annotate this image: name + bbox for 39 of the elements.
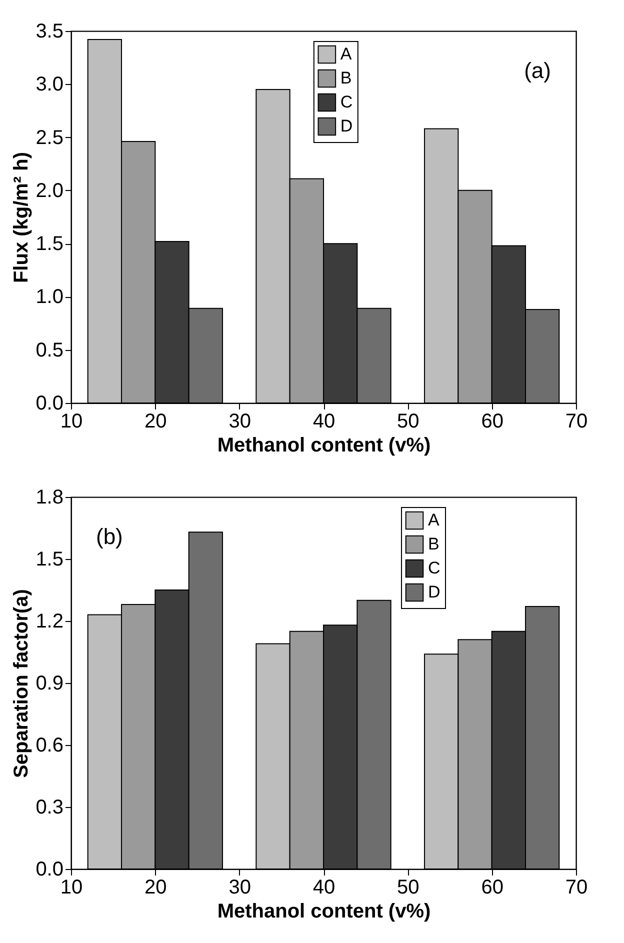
annotation: (a) — [524, 58, 551, 83]
y-axis-title: Separation factor(a) — [10, 589, 33, 778]
legend-label: B — [340, 68, 352, 88]
annotation: (b) — [96, 524, 123, 549]
legend-label: D — [340, 116, 353, 136]
legend-label: C — [428, 558, 440, 578]
x-axis-title: Methanol content (v%) — [217, 434, 431, 456]
y-tick-label: 0.6 — [36, 734, 64, 756]
y-tick-label: 0.9 — [36, 672, 64, 694]
x-tick-label: 30 — [228, 876, 251, 898]
y-tick-label: 1.2 — [36, 610, 64, 632]
y-tick-label: 1.8 — [36, 486, 64, 508]
y-tick-label: 1.5 — [36, 548, 64, 570]
x-tick-label: 40 — [312, 410, 336, 432]
x-axis-title: Methanol content (v%) — [217, 900, 431, 922]
y-tick-label: 2.5 — [36, 126, 64, 149]
x-tick-label: 50 — [397, 876, 420, 898]
y-tick-label: 1.0 — [36, 286, 64, 308]
legend-label: A — [340, 44, 352, 64]
y-tick-label: 2.0 — [36, 180, 64, 202]
x-tick-label: 40 — [312, 876, 336, 898]
y-tick-label: 0.3 — [36, 796, 64, 818]
x-tick-label: 30 — [228, 410, 251, 432]
legend-label: B — [428, 534, 440, 554]
legend-label: C — [340, 92, 353, 112]
y-tick-label: 3.0 — [36, 74, 64, 96]
y-tick-label: 1.5 — [36, 233, 64, 256]
x-tick-label: 70 — [565, 876, 588, 898]
y-axis-title: Flux (kg/m² h) — [10, 152, 33, 284]
y-tick-label: 0.5 — [36, 339, 64, 362]
x-tick-label: 20 — [144, 876, 167, 898]
legend-label: D — [428, 582, 440, 602]
y-tick-label: 3.5 — [36, 20, 64, 42]
x-tick-label: 60 — [481, 876, 504, 898]
x-tick-label: 50 — [397, 410, 420, 432]
legend-label: A — [428, 510, 440, 530]
x-tick-label: 60 — [481, 410, 504, 432]
x-tick-label: 70 — [565, 410, 588, 432]
x-tick-label: 20 — [144, 410, 167, 432]
